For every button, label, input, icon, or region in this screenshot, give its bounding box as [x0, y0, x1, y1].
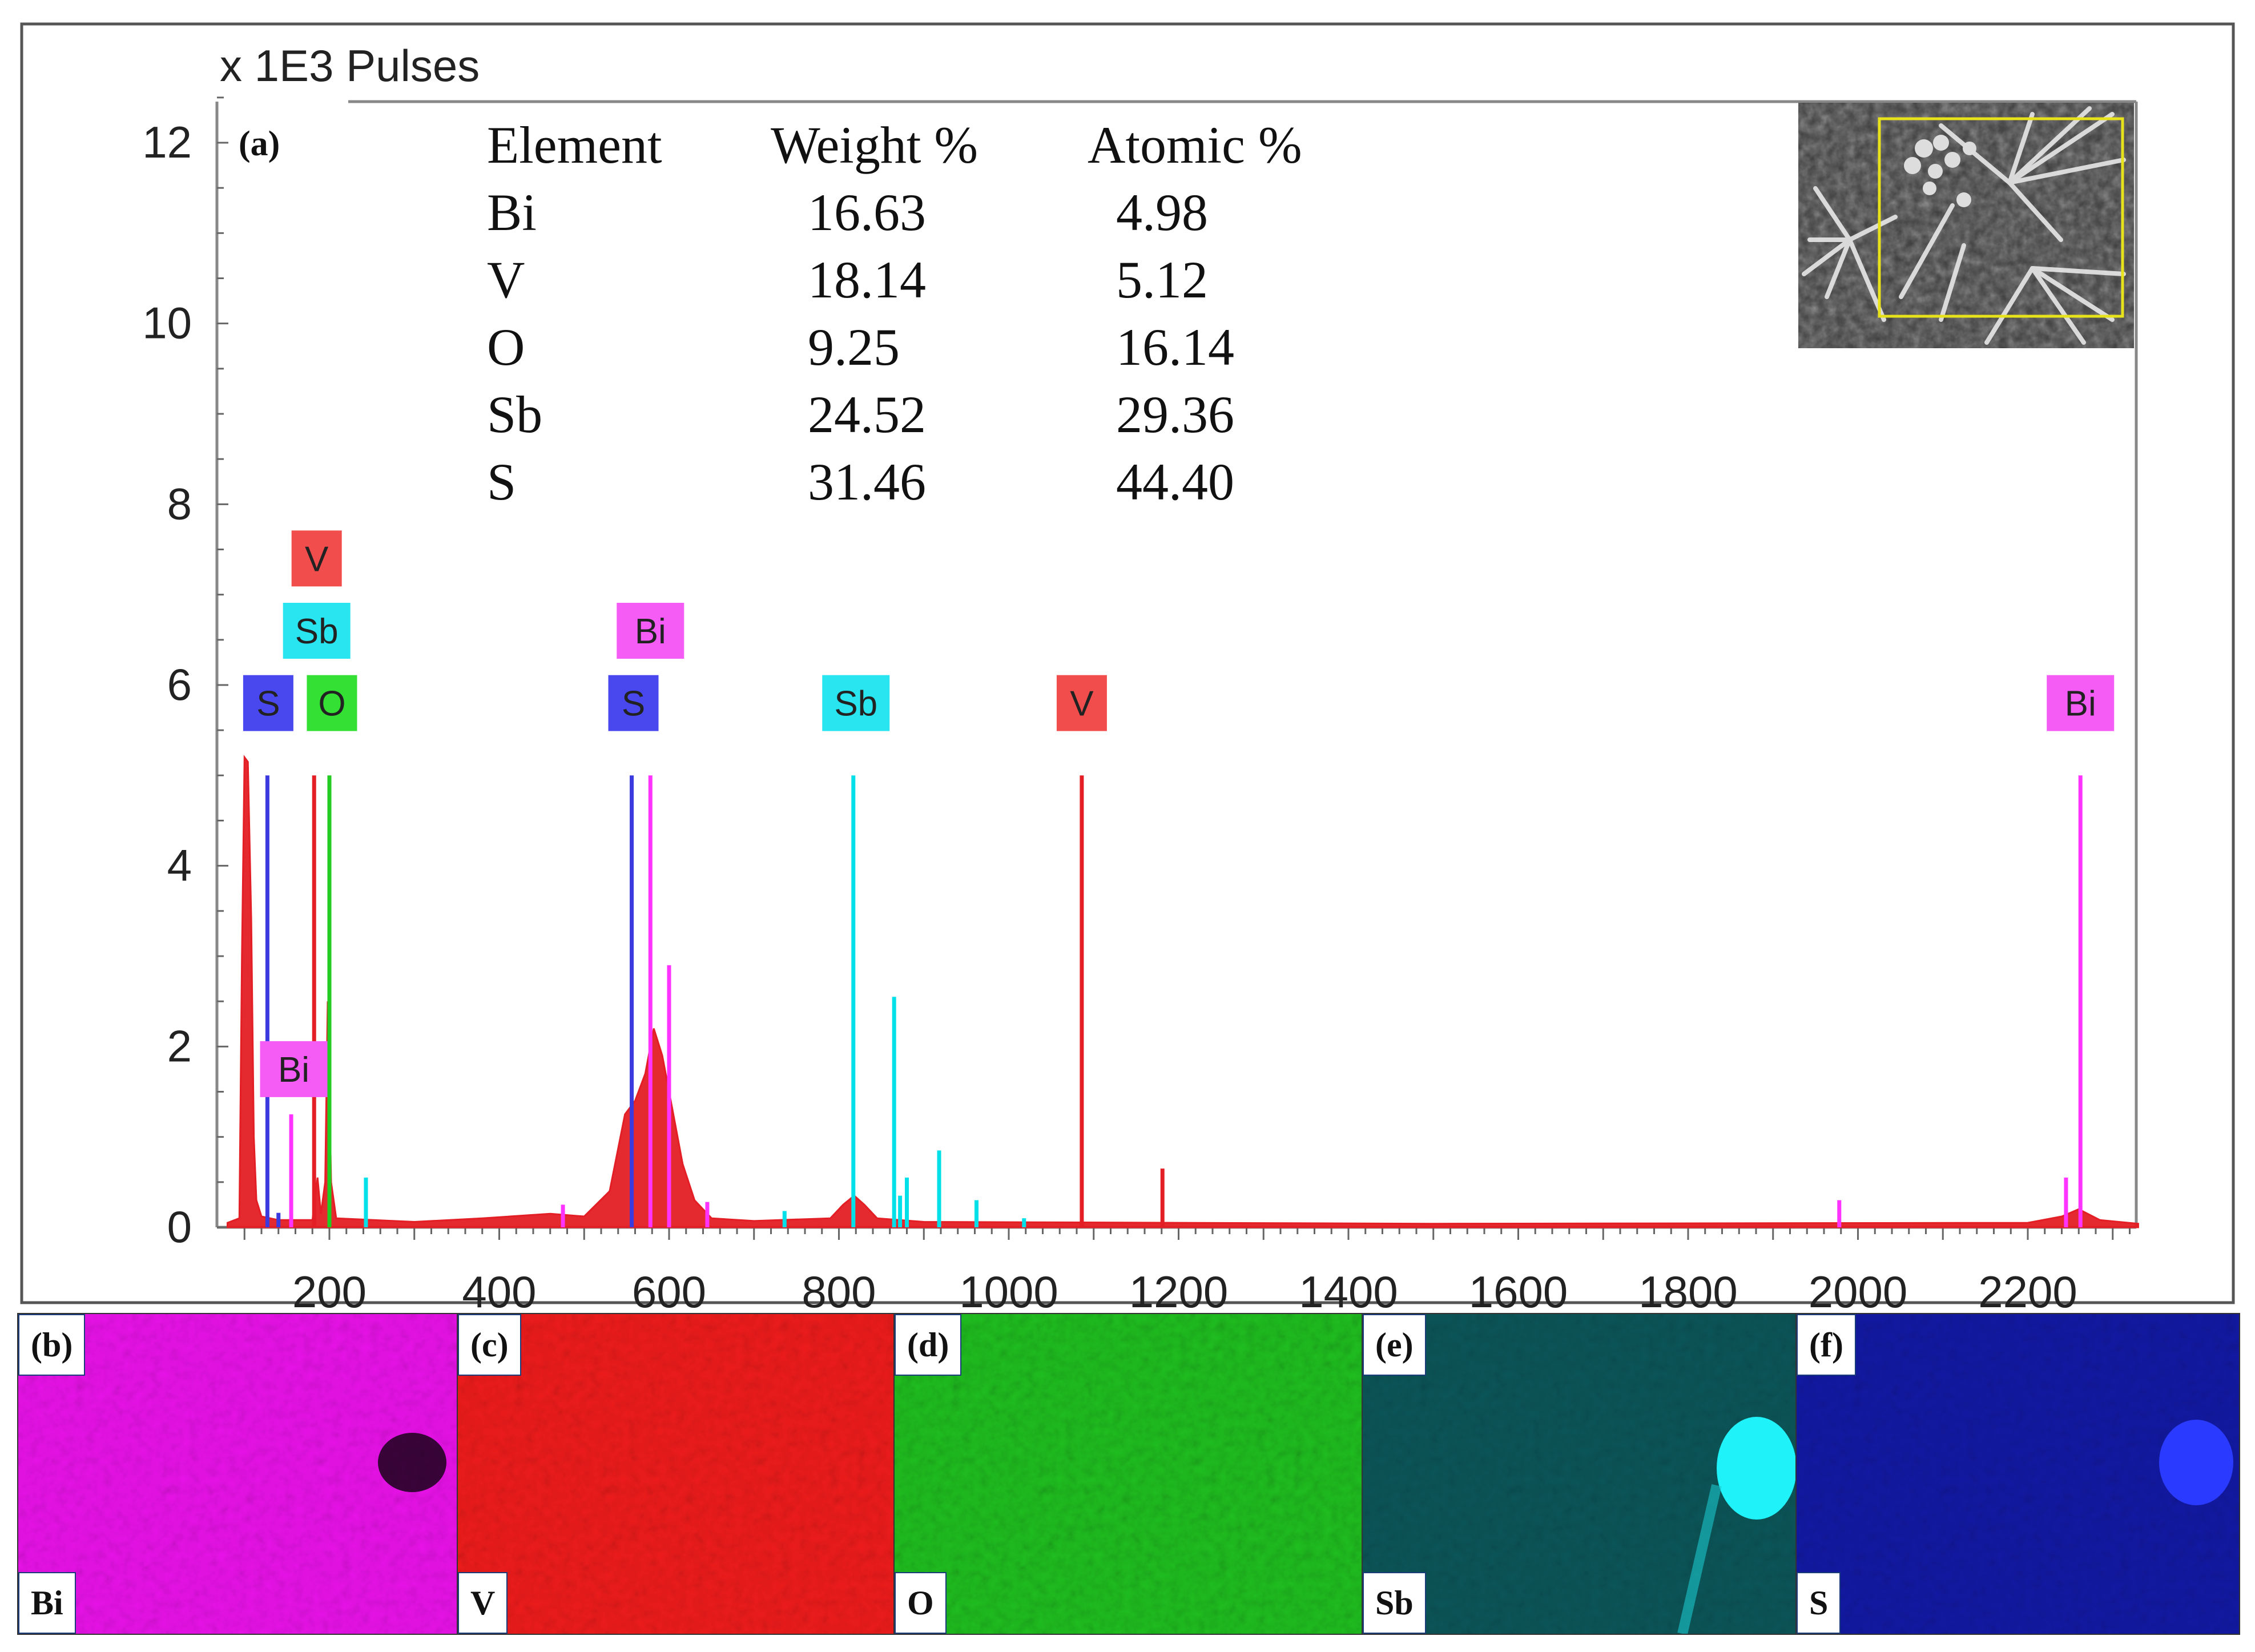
peak-label-text: S [256, 684, 280, 724]
peak-label-text: S [622, 684, 645, 724]
peak-label-box [243, 675, 293, 731]
table-cell: 9.25 [808, 318, 900, 376]
panel-label-d: (d) [895, 1314, 962, 1376]
table-header: Element [487, 116, 662, 174]
composition-table: Element Weight % Atomic % Bi 16.63 4.98 V 18.14… [487, 116, 1302, 511]
map-panel-v: (c) V [457, 1313, 896, 1635]
peak-label-box [608, 675, 659, 731]
y-tick-label: 8 [167, 478, 192, 529]
x-tick-label: 2200 [1978, 1267, 2077, 1317]
x-tick-label: 400 [462, 1267, 536, 1317]
peak-label-v: V [291, 530, 342, 587]
table-cell: 4.98 [1116, 183, 1208, 241]
x-tick-label: 600 [632, 1267, 706, 1317]
spectrum-area [227, 755, 2139, 1228]
panel-label-e: (e) [1363, 1314, 1426, 1376]
map-panel-o: (d) O [893, 1313, 1364, 1635]
map-element-label-bi: Bi [18, 1572, 76, 1634]
peak-label-text: V [305, 539, 329, 579]
x-tick-label: 1000 [959, 1267, 1058, 1317]
y-axis-title: x 1E3 Pulses [220, 41, 480, 91]
table-cell: O [487, 318, 525, 376]
x-tick-label: 800 [802, 1267, 876, 1317]
table-cell: 29.36 [1116, 385, 1234, 444]
peak-label-text: V [1070, 684, 1094, 724]
peak-label-box [822, 675, 890, 731]
y-tick-label: 10 [142, 298, 192, 348]
y-tick-label: 6 [167, 659, 192, 710]
map-element-label-s: S [1797, 1572, 1841, 1634]
peak-label-s: S [243, 675, 293, 731]
map-panel-s: (f) S [1795, 1313, 2240, 1635]
peak-label-text: Bi [2065, 684, 2096, 724]
x-tick-label: 200 [292, 1267, 367, 1317]
map-panel-sb: (e) Sb [1362, 1313, 1798, 1635]
peak-label-v: V [1056, 675, 1107, 731]
table-cell: 44.40 [1116, 453, 1234, 511]
panel-label-f: (f) [1797, 1314, 1856, 1376]
y-tick-label: 4 [167, 840, 192, 891]
peak-label-box [2047, 675, 2115, 731]
peak-label-o: O [307, 675, 357, 731]
panel-label-b: (b) [18, 1314, 86, 1376]
table-cell: 24.52 [808, 385, 926, 444]
peak-label-text: Bi [635, 612, 666, 651]
table-header: Atomic % [1088, 116, 1302, 174]
peak-label-box [291, 530, 342, 587]
peak-label-sb: Sb [822, 675, 890, 731]
y-tick-label: 2 [167, 1021, 192, 1071]
sem-inset-image [1798, 103, 2134, 348]
peak-label-s: S [608, 675, 659, 731]
table-cell: Bi [487, 183, 537, 241]
map-panel-bi: (b) Bi [17, 1313, 459, 1635]
y-tick-label: 0 [167, 1202, 192, 1252]
map-element-label-sb: Sb [1363, 1572, 1426, 1634]
table-cell: V [487, 251, 525, 309]
peak-label-text: Sb [295, 612, 339, 651]
map-element-label-o: O [895, 1572, 947, 1634]
table-header: Weight % [771, 116, 978, 174]
x-tick-label: 1800 [1638, 1267, 1738, 1317]
table-cell: S [487, 453, 516, 511]
panel-label-c: (c) [458, 1314, 521, 1376]
y-tick-label: 12 [142, 117, 192, 167]
table-cell: 16.63 [808, 183, 926, 241]
table-cell: 31.46 [808, 453, 926, 511]
peak-label-box [260, 1041, 328, 1097]
peak-label-box [307, 675, 357, 731]
peak-label-box [283, 603, 351, 659]
peak-label-text: Sb [834, 684, 877, 724]
table-cell: 5.12 [1116, 251, 1208, 309]
peak-label-box [1056, 675, 1107, 731]
x-tick-label: 2000 [1809, 1267, 1908, 1317]
x-tick-label: 1400 [1299, 1267, 1398, 1317]
spectrum [227, 755, 2139, 1228]
table-cell: 16.14 [1116, 318, 1234, 376]
peak-label-box [617, 603, 684, 659]
peak-label-bi: Bi [617, 603, 684, 659]
panel-label-a: (a) [239, 124, 280, 163]
peak-label-text: O [318, 684, 345, 724]
peak-label-text: Bi [278, 1050, 309, 1090]
peak-label-bi: Bi [260, 1041, 328, 1097]
peak-label-bi: Bi [2047, 675, 2115, 731]
table-cell: Sb [487, 385, 542, 444]
x-tick-label: 1200 [1129, 1267, 1229, 1317]
element-lines [265, 775, 2083, 1227]
x-tick-label: 1600 [1469, 1267, 1568, 1317]
map-element-label-v: V [458, 1572, 508, 1634]
peak-label-sb: Sb [283, 603, 351, 659]
table-cell: 18.14 [808, 251, 926, 309]
